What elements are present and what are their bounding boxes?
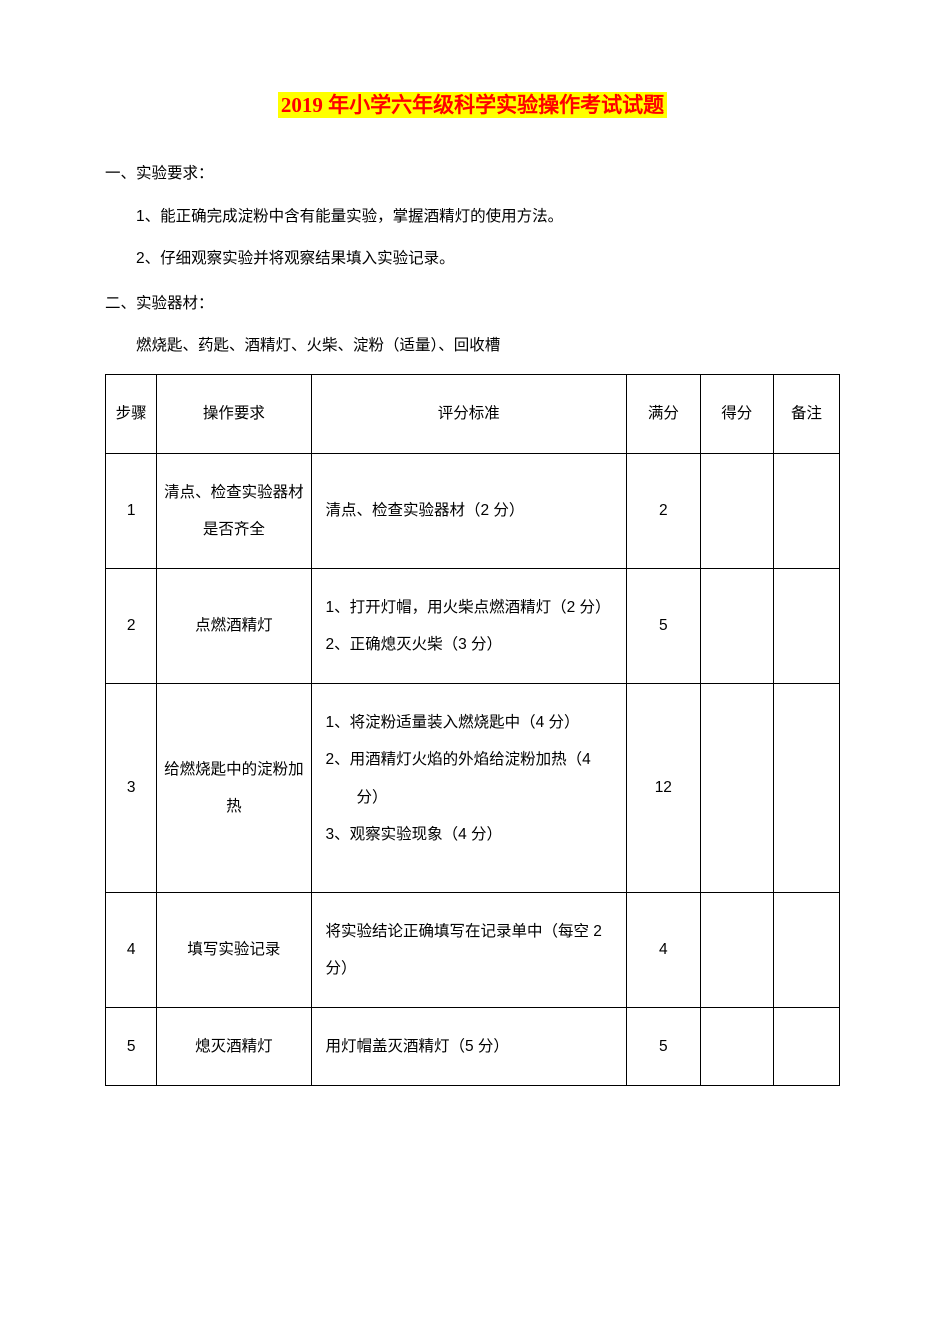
table-header-row: 步骤 操作要求 评分标准 满分 得分 备注 [106,375,840,453]
criteria-line: 2、用酒精灯火焰的外焰给淀粉加热（4 分） [326,741,617,815]
col-header-criteria: 评分标准 [311,375,627,453]
cell-criteria: 1、打开灯帽，用火柴点燃酒精灯（2 分） 2、正确熄灭火柴（3 分） [311,568,627,683]
cell-fullscore: 2 [627,453,700,568]
criteria-line: 将实验结论正确填写在记录单中（每空 2 分） [326,913,617,987]
cell-step: 5 [106,1007,157,1085]
cell-score [700,684,773,892]
requirements-heading: 一、实验要求： [105,155,840,192]
cell-criteria: 1、将淀粉适量装入燃烧匙中（4 分） 2、用酒精灯火焰的外焰给淀粉加热（4 分）… [311,684,627,892]
cell-fullscore: 5 [627,1007,700,1085]
criteria-line: 清点、检查实验器材（2 分） [326,492,617,529]
page-title-container: 2019 年小学六年级科学实验操作考试试题 [105,80,840,130]
cell-criteria: 用灯帽盖灭酒精灯（5 分） [311,1007,627,1085]
table-row: 3 给燃烧匙中的淀粉加热 1、将淀粉适量装入燃烧匙中（4 分） 2、用酒精灯火焰… [106,684,840,892]
cell-note [773,453,839,568]
requirement-item-2: 2、仔细观察实验并将观察结果填入实验记录。 [105,240,840,277]
requirement-item-1: 1、能正确完成淀粉中含有能量实验，掌握酒精灯的使用方法。 [105,198,840,235]
cell-note [773,684,839,892]
spacer [326,853,617,872]
cell-step: 4 [106,892,157,1007]
col-header-fullscore: 满分 [627,375,700,453]
apparatus-heading: 二、实验器材： [105,285,840,322]
cell-step: 3 [106,684,157,892]
cell-criteria: 清点、检查实验器材（2 分） [311,453,627,568]
criteria-line: 用灯帽盖灭酒精灯（5 分） [326,1028,617,1065]
cell-requirement: 填写实验记录 [157,892,311,1007]
table-row: 5 熄灭酒精灯 用灯帽盖灭酒精灯（5 分） 5 [106,1007,840,1085]
cell-criteria: 将实验结论正确填写在记录单中（每空 2 分） [311,892,627,1007]
criteria-line: 2、正确熄灭火柴（3 分） [326,626,617,663]
cell-score [700,1007,773,1085]
cell-note [773,568,839,683]
table-row: 4 填写实验记录 将实验结论正确填写在记录单中（每空 2 分） 4 [106,892,840,1007]
cell-fullscore: 12 [627,684,700,892]
cell-requirement: 点燃酒精灯 [157,568,311,683]
cell-requirement: 给燃烧匙中的淀粉加热 [157,684,311,892]
cell-score [700,453,773,568]
criteria-line: 1、将淀粉适量装入燃烧匙中（4 分） [326,704,617,741]
col-header-note: 备注 [773,375,839,453]
cell-requirement: 熄灭酒精灯 [157,1007,311,1085]
scoring-table: 步骤 操作要求 评分标准 满分 得分 备注 1 清点、检查实验器材是否齐全 清点… [105,374,840,1086]
criteria-line: 1、打开灯帽，用火柴点燃酒精灯（2 分） [326,589,617,626]
cell-step: 2 [106,568,157,683]
col-header-step: 步骤 [106,375,157,453]
apparatus-text: 燃烧匙、药匙、酒精灯、火柴、淀粉（适量）、回收槽 [105,327,840,364]
table-row: 2 点燃酒精灯 1、打开灯帽，用火柴点燃酒精灯（2 分） 2、正确熄灭火柴（3 … [106,568,840,683]
col-header-score: 得分 [700,375,773,453]
cell-requirement: 清点、检查实验器材是否齐全 [157,453,311,568]
col-header-requirement: 操作要求 [157,375,311,453]
cell-fullscore: 5 [627,568,700,683]
criteria-line: 3、观察实验现象（4 分） [326,816,617,853]
cell-score [700,568,773,683]
cell-fullscore: 4 [627,892,700,1007]
page-title: 2019 年小学六年级科学实验操作考试试题 [278,92,667,118]
cell-note [773,1007,839,1085]
cell-note [773,892,839,1007]
cell-score [700,892,773,1007]
cell-step: 1 [106,453,157,568]
table-row: 1 清点、检查实验器材是否齐全 清点、检查实验器材（2 分） 2 [106,453,840,568]
